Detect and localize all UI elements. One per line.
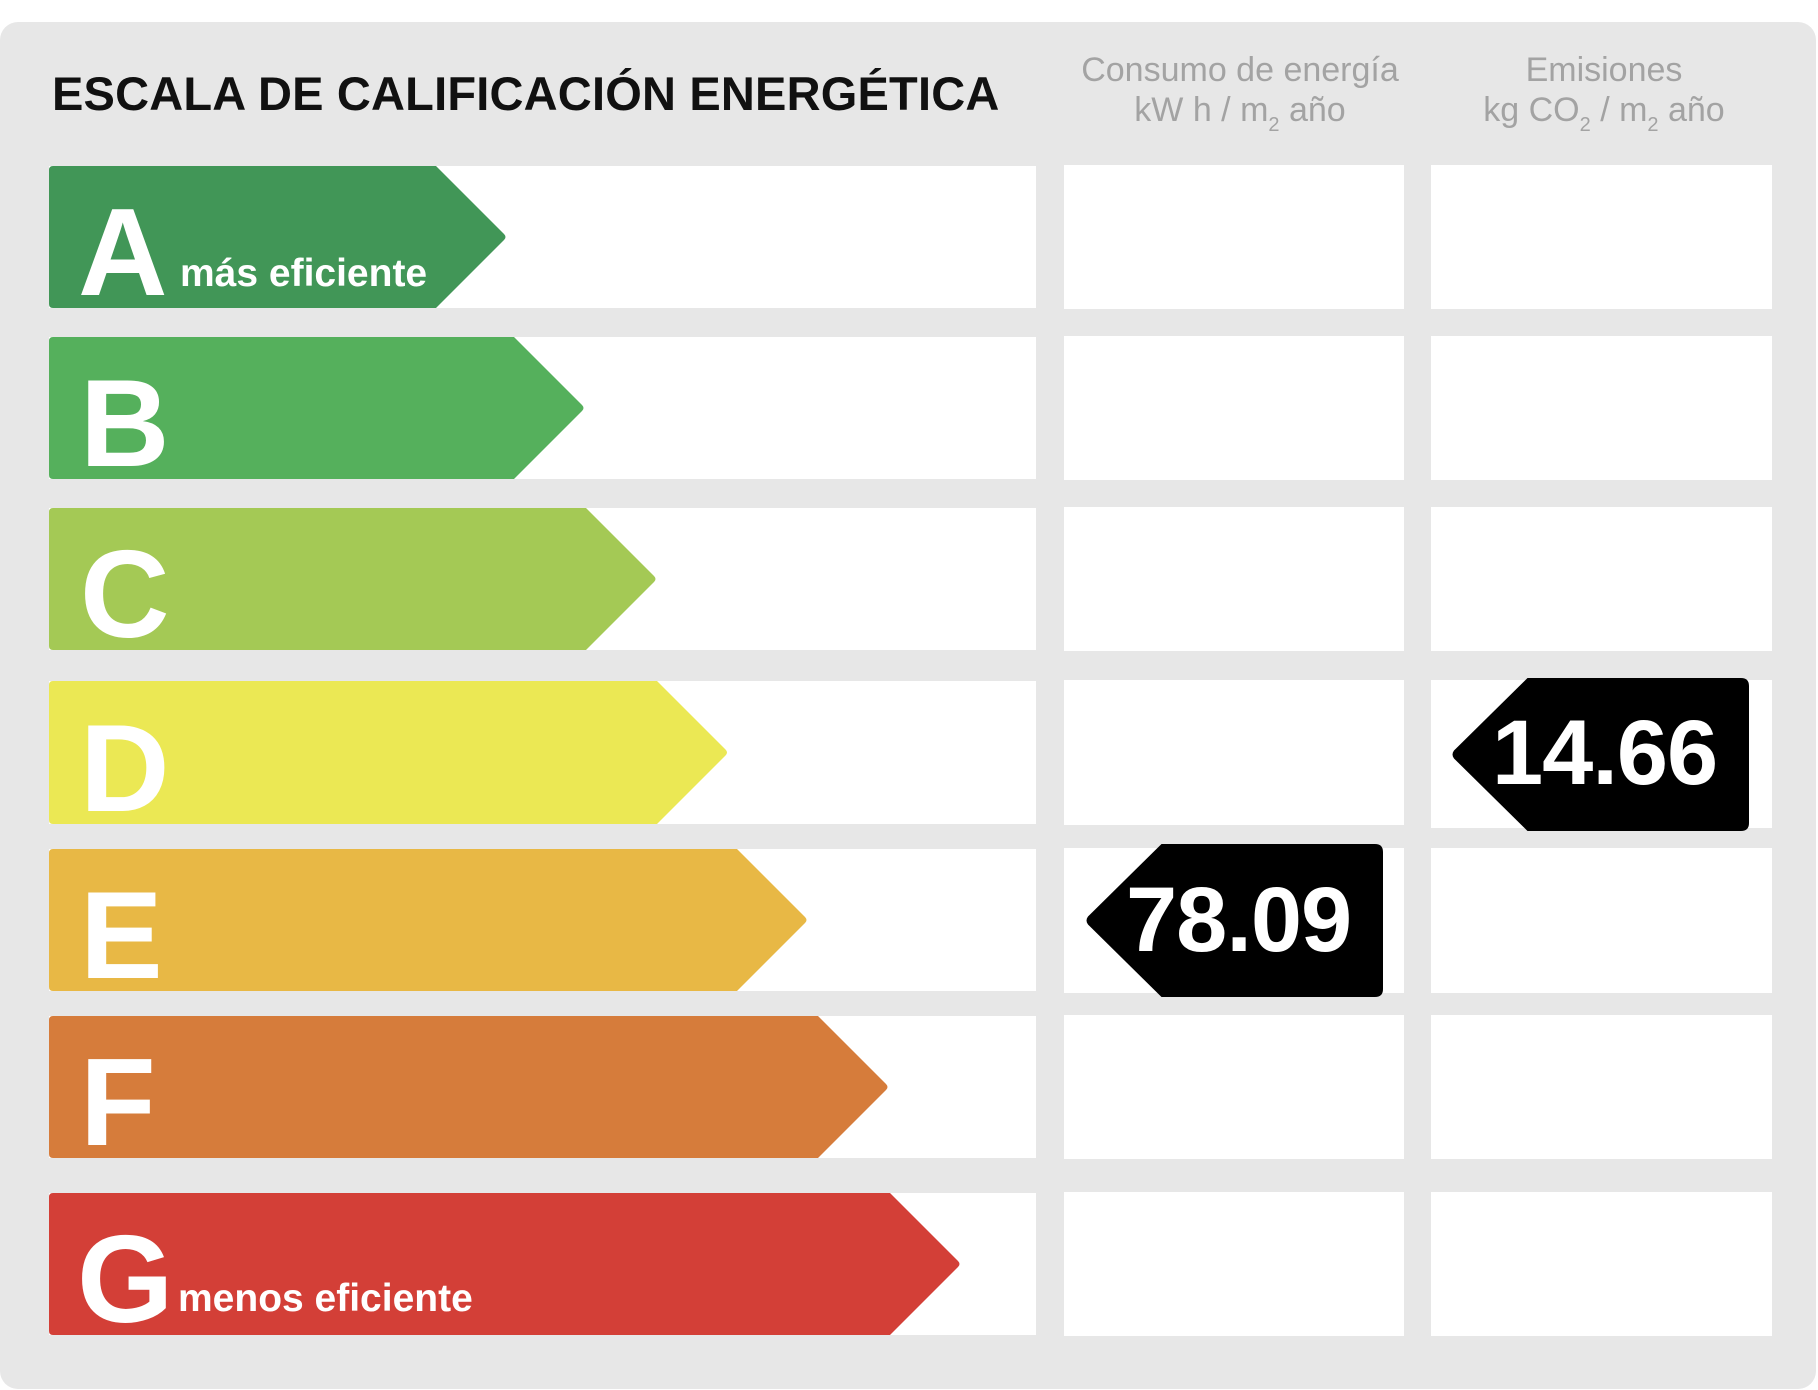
emissions-header: Emisiones kg CO2 / m2 año: [1426, 50, 1782, 136]
class-letter-c: C: [80, 526, 170, 664]
class-letter-f: F: [80, 1034, 156, 1172]
energy-cell-c: [1064, 507, 1404, 651]
emissions-cell-b: [1431, 336, 1772, 480]
emissions-cell-f: [1431, 1015, 1772, 1159]
emissions-header-title: Emisiones: [1525, 51, 1683, 89]
class-arrow-f: [49, 1016, 888, 1158]
emissions-cell-g: [1431, 1192, 1772, 1336]
class-letter-a: A: [78, 184, 168, 322]
energy-cell-g: [1064, 1192, 1404, 1336]
class-letter-b: B: [80, 355, 170, 493]
emissions-rating-badge: [1452, 678, 1749, 831]
class-note-g: menos eficiente: [178, 1277, 473, 1320]
class-letter-e: E: [80, 867, 163, 1005]
energy-header-unit: kW h / m2 año: [1134, 91, 1346, 136]
class-letter-d: D: [80, 700, 170, 838]
energy-cell-f: [1064, 1015, 1404, 1159]
energy-header-title: Consumo de energía: [1081, 51, 1399, 89]
emissions-header-unit: kg CO2 / m2 año: [1483, 91, 1725, 136]
emissions-cell-a: [1431, 165, 1772, 309]
class-arrow-d: [49, 681, 727, 824]
emissions-cell-c: [1431, 507, 1772, 651]
energy-cell-b: [1064, 336, 1404, 480]
class-arrow-e: [49, 849, 807, 991]
energy-consumption-header: Consumo de energía kW h / m2 año: [1062, 50, 1418, 136]
energy-rating-badge: [1086, 844, 1383, 997]
energy-cell-a: [1064, 165, 1404, 309]
energy-cell-d: [1064, 680, 1404, 825]
energy-value: 78.09: [1126, 869, 1352, 971]
class-arrow-b: [49, 337, 584, 479]
class-note-a: más eficiente: [180, 252, 428, 295]
class-arrow-c: [49, 508, 656, 650]
label-title: ESCALA DE CALIFICACIÓN ENERGÉTICA: [52, 67, 1000, 120]
class-arrow-g: [49, 1193, 960, 1335]
emissions-value: 14.66: [1492, 702, 1718, 804]
class-arrow-a: [49, 166, 506, 308]
class-letter-g: G: [77, 1211, 173, 1349]
emissions-cell-e: [1431, 848, 1772, 993]
